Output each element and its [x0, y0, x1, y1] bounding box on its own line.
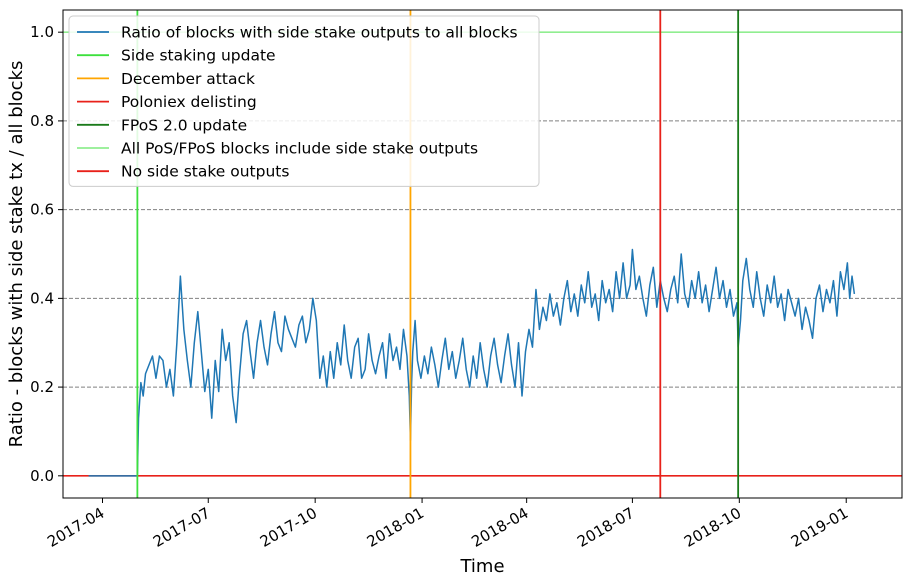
legend-label-5: All PoS/FPoS blocks include side stake o…	[121, 140, 478, 158]
legend-label-3: Poloniex delisting	[121, 93, 257, 111]
y-tick-label: 0.8	[30, 112, 54, 130]
x-axis-label: Time	[459, 556, 504, 577]
legend-label-2: December attack	[121, 70, 255, 88]
legend-label-6: No side stake outputs	[121, 163, 289, 181]
plot-frame	[62, 9, 903, 499]
y-tick-label: 0.6	[30, 201, 54, 219]
y-tick-label: 0.4	[30, 289, 54, 307]
y-axis-label: Ratio - blocks with side stake tx / all …	[6, 61, 27, 448]
y-tick-label: 1.0	[30, 23, 54, 41]
y-tick-label: 0.0	[30, 467, 54, 485]
legend-box	[68, 15, 540, 187]
legend-label-0: Ratio of blocks with side stake outputs …	[121, 24, 518, 42]
y-tick-label: 0.2	[30, 378, 54, 396]
series-line-0	[88, 248, 856, 477]
legend: Ratio of blocks with side stake outputs …	[68, 15, 540, 187]
legend-label-4: FPoS 2.0 update	[121, 116, 247, 134]
legend-label-1: Side staking update	[121, 47, 276, 65]
